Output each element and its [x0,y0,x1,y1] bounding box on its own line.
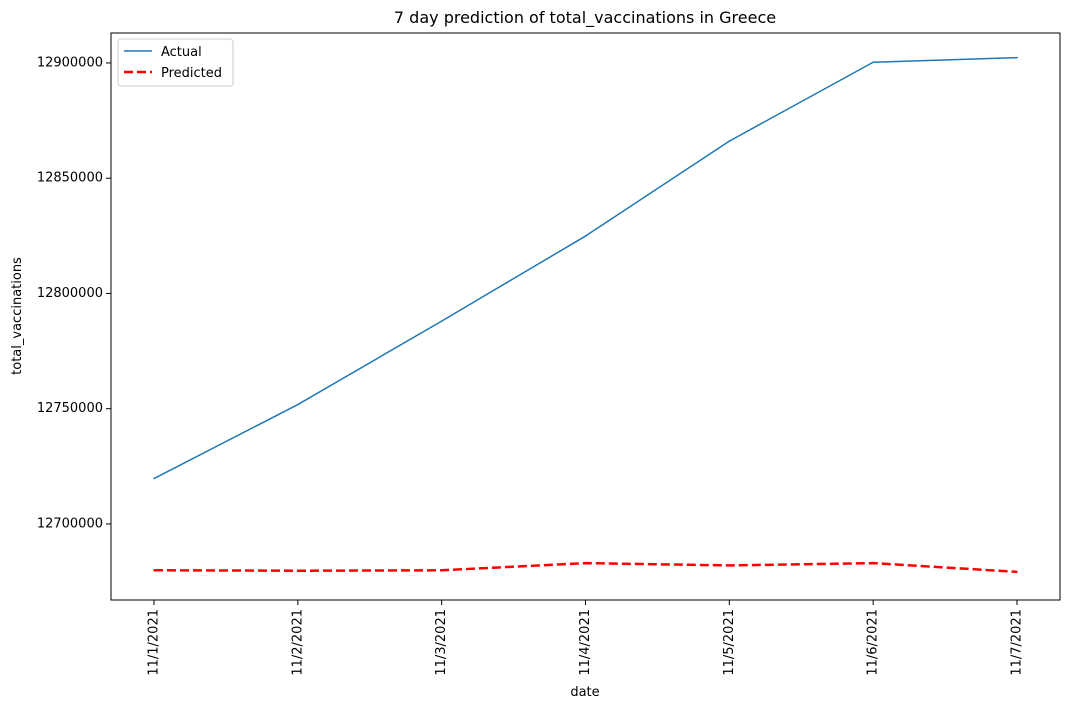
y-axis-label: total_vaccinations [10,257,25,375]
y-axis-ticks: 12700000 12750000 12800000 12850000 12900000 [37,55,111,531]
y-tick-label: 12900000 [37,55,103,70]
data-point-actual [297,403,299,406]
data-point-predicted [1016,571,1018,573]
series-line-actual [153,56,1018,480]
plot-area [153,56,1018,574]
y-tick-label: 12750000 [37,401,103,416]
data-point-predicted [872,562,874,564]
legend-label-actual: Actual [161,45,202,60]
data-point-predicted [440,569,443,572]
x-axis-label: date [570,685,599,700]
legend-label-predicted: Predicted [161,66,222,81]
data-point-actual [584,235,587,237]
data-point-actual [153,477,155,480]
x-tick-label: 11/5/2021 [722,609,737,676]
x-tick-label: 11/2/2021 [290,609,305,676]
chart-title: 7 day prediction of total_vaccinations i… [394,8,776,28]
data-point-predicted [153,569,155,572]
x-tick-label: 11/6/2021 [866,609,881,676]
data-point-actual [728,140,731,142]
y-tick-label: 12800000 [37,286,103,301]
data-point-predicted [297,569,299,572]
series-line-predicted [153,561,1018,574]
data-point-actual [872,61,874,64]
x-tick-label: 11/1/2021 [147,609,162,676]
legend: Actual Predicted [117,38,234,87]
x-tick-label: 11/4/2021 [578,609,593,676]
y-tick-label: 12700000 [37,516,103,531]
x-axis-ticks: 11/1/2021 11/2/2021 11/3/2021 11/4/2021 11/5… [147,600,1025,676]
x-tick-label: 11/7/2021 [1010,609,1025,676]
data-point-actual [1016,56,1018,59]
data-point-actual [440,320,443,322]
data-point-predicted [584,562,587,564]
axes-frame [110,32,1061,601]
x-tick-label: 11/3/2021 [434,609,449,676]
y-tick-label: 12850000 [37,171,103,186]
data-point-predicted [728,564,731,567]
